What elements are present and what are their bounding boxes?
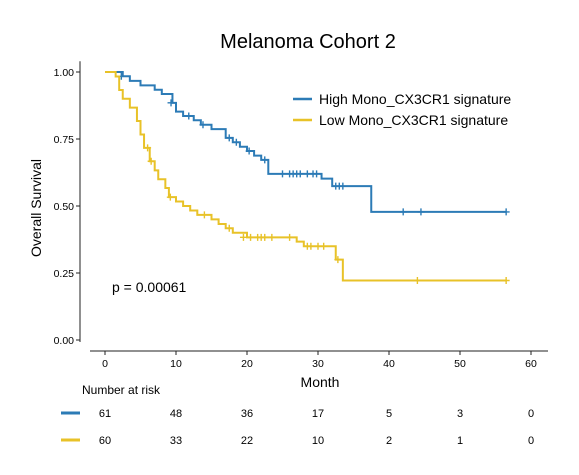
x-tick-label: 20: [241, 358, 253, 370]
risk-count: 48: [170, 408, 182, 420]
censor-mark: [417, 208, 425, 216]
legend-label: Low Mono_CX3CR1 signature: [319, 112, 508, 128]
p-value-annotation: p = 0.00061: [112, 279, 187, 295]
survival-curve-high: [105, 71, 507, 213]
risk-table-title: Number at risk: [82, 383, 161, 397]
x-tick-label: 60: [525, 358, 537, 370]
risk-count: 33: [170, 435, 182, 447]
x-tick-label: 50: [454, 358, 466, 370]
axes: 0.00 0.25 0.50 0.75 1.00 0 10 20 30 40 50 60: [54, 61, 548, 370]
x-tick-label: 0: [102, 358, 108, 370]
censor-mark: [296, 170, 304, 178]
risk-table: 61 48 36 17 5 3 060 33 22 10 2 1 0: [61, 408, 534, 447]
risk-count: 60: [99, 435, 111, 447]
censor-mark: [225, 224, 233, 232]
censor-mark: [225, 134, 233, 142]
legend: High Mono_CX3CR1 signature Low Mono_CX3CR…: [293, 91, 511, 128]
censor-mark: [261, 156, 269, 164]
chart-title: Melanoma Cohort 2: [220, 31, 396, 53]
censor-mark: [200, 211, 208, 219]
censor-mark: [144, 144, 152, 152]
legend-label: High Mono_CX3CR1 signature: [319, 91, 511, 107]
risk-count: 0: [528, 408, 534, 420]
censor-mark: [502, 208, 510, 216]
censor-mark: [167, 99, 175, 107]
risk-count: 3: [457, 408, 463, 420]
x-axis-title: Month: [301, 374, 340, 390]
x-tick-label: 10: [170, 358, 182, 370]
censor-mark: [247, 233, 255, 241]
censor-mark: [239, 233, 247, 241]
risk-count: 5: [386, 408, 392, 420]
y-tick-label: 0.75: [54, 134, 75, 146]
censor-mark: [399, 208, 407, 216]
censor-mark: [232, 138, 240, 146]
censor-mark: [286, 233, 294, 241]
risk-count: 17: [312, 408, 324, 420]
censor-mark: [166, 193, 174, 201]
censor-mark: [334, 256, 342, 264]
x-tick-label: 30: [312, 358, 324, 370]
y-tick-label: 0.00: [54, 335, 75, 347]
censor-mark: [307, 242, 315, 250]
risk-count: 0: [528, 435, 534, 447]
censor-mark: [339, 182, 347, 190]
censor-mark: [147, 157, 155, 165]
y-tick-label: 0.25: [54, 268, 75, 280]
y-tick-label: 1.00: [54, 67, 75, 79]
risk-count: 2: [386, 435, 392, 447]
y-tick-label: 0.50: [54, 201, 75, 213]
risk-count: 1: [457, 435, 463, 447]
survival-curves: [105, 71, 510, 285]
y-axis-title: Overall Survival: [28, 159, 44, 257]
censor-mark: [245, 147, 253, 155]
risk-count: 22: [241, 435, 253, 447]
x-tick-label: 40: [383, 358, 395, 370]
censor-mark: [268, 233, 276, 241]
censor-mark: [261, 233, 269, 241]
risk-count: 36: [241, 408, 253, 420]
risk-count: 61: [99, 408, 111, 420]
risk-count: 10: [312, 435, 324, 447]
censor-mark: [502, 277, 510, 285]
censor-mark: [320, 242, 328, 250]
censor-mark: [413, 277, 421, 285]
censor-mark: [279, 170, 286, 178]
censor-mark: [199, 121, 207, 129]
censor-mark: [313, 170, 321, 178]
censor-mark: [185, 112, 193, 120]
